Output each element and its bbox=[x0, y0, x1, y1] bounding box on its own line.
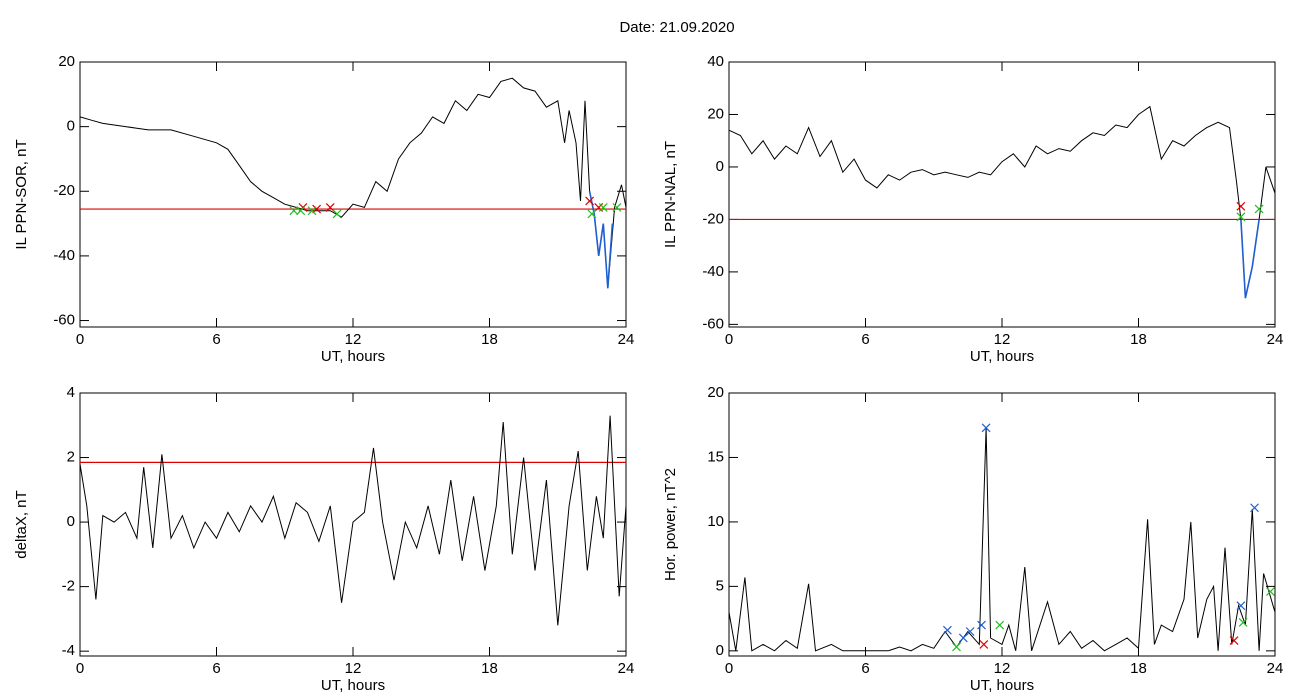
y-tick-label: 0 bbox=[716, 642, 724, 659]
y-tick-label: 2 bbox=[67, 449, 75, 466]
y-tick-label: 4 bbox=[67, 384, 75, 401]
cross-marker bbox=[981, 423, 991, 433]
data-line bbox=[728, 427, 1276, 652]
cross-marker bbox=[585, 196, 595, 206]
y-tick-label: 15 bbox=[707, 448, 724, 465]
cross-marker bbox=[307, 206, 317, 216]
y-tick-label: -60 bbox=[53, 312, 75, 329]
data-line bbox=[588, 191, 614, 289]
cross-marker bbox=[979, 639, 989, 649]
y-tick-label: 10 bbox=[707, 513, 724, 530]
cross-marker bbox=[1236, 201, 1246, 211]
x-axis-label: UT, hours bbox=[321, 348, 385, 365]
x-tick-label: 24 bbox=[618, 331, 635, 348]
x-tick-label: 0 bbox=[76, 660, 84, 677]
cross-marker bbox=[952, 642, 961, 652]
x-tick-label: 18 bbox=[1130, 660, 1147, 677]
y-tick-label: 20 bbox=[707, 105, 724, 122]
cross-marker bbox=[587, 209, 597, 219]
x-tick-label: 0 bbox=[76, 331, 84, 348]
cross-marker bbox=[289, 206, 299, 216]
y-tick-label: 40 bbox=[707, 53, 724, 70]
x-tick-label: 6 bbox=[861, 660, 869, 677]
y-axis-label: IL PPN-SOR, nT bbox=[13, 139, 30, 249]
x-tick-label: 12 bbox=[994, 660, 1011, 677]
cross-marker bbox=[977, 620, 986, 630]
y-tick-label: 5 bbox=[716, 577, 724, 594]
cross-marker bbox=[1250, 503, 1259, 513]
data-line bbox=[79, 77, 627, 289]
y-tick-label: -40 bbox=[53, 247, 75, 264]
data-line bbox=[79, 415, 627, 626]
cross-marker bbox=[332, 209, 342, 219]
x-tick-label: 24 bbox=[618, 660, 635, 677]
y-tick-label: 20 bbox=[707, 384, 724, 401]
y-axis-label: Hor. power, nT^2 bbox=[662, 468, 679, 581]
y-tick-label: 0 bbox=[67, 118, 75, 135]
y-tick-label: -20 bbox=[53, 182, 75, 199]
x-tick-label: 24 bbox=[1267, 660, 1284, 677]
figure-title: Date: 21.09.2020 bbox=[619, 19, 734, 36]
cross-marker bbox=[296, 206, 306, 216]
cross-marker bbox=[1229, 636, 1239, 645]
y-tick-label: -2 bbox=[62, 578, 75, 595]
cross-marker bbox=[1236, 601, 1246, 611]
y-tick-label: -4 bbox=[62, 642, 75, 659]
y-tick-label: -20 bbox=[702, 210, 724, 227]
x-tick-label: 6 bbox=[212, 331, 220, 348]
cross-marker bbox=[942, 625, 952, 635]
data-line bbox=[728, 105, 1276, 299]
x-axis-label: UT, hours bbox=[321, 677, 385, 694]
x-tick-label: 0 bbox=[725, 331, 733, 348]
y-tick-label: 0 bbox=[67, 513, 75, 530]
x-tick-label: 24 bbox=[1267, 331, 1284, 348]
x-tick-label: 12 bbox=[994, 331, 1011, 348]
cross-marker bbox=[965, 627, 975, 636]
data-line bbox=[1240, 219, 1260, 299]
x-tick-label: 12 bbox=[345, 660, 362, 677]
y-tick-label: 0 bbox=[716, 158, 724, 175]
x-tick-label: 6 bbox=[861, 331, 869, 348]
x-tick-label: 18 bbox=[481, 331, 498, 348]
cross-marker bbox=[612, 203, 622, 212]
y-tick-label: 20 bbox=[58, 53, 75, 70]
cross-marker bbox=[1238, 618, 1248, 627]
x-tick-label: 6 bbox=[212, 660, 220, 677]
cross-marker bbox=[1266, 587, 1275, 596]
y-tick-label: -40 bbox=[702, 263, 724, 280]
x-axis-label: UT, hours bbox=[970, 348, 1034, 365]
y-axis-label: IL PPN-NAL, nT bbox=[662, 141, 679, 248]
x-axis-label: UT, hours bbox=[970, 677, 1034, 694]
x-tick-label: 12 bbox=[345, 331, 362, 348]
cross-marker bbox=[598, 203, 608, 212]
cross-marker bbox=[1236, 212, 1246, 222]
cross-marker bbox=[995, 620, 1005, 630]
y-tick-label: -60 bbox=[702, 315, 724, 332]
y-axis-label: deltaX, nT bbox=[13, 490, 30, 558]
x-tick-label: 18 bbox=[481, 660, 498, 677]
x-tick-label: 18 bbox=[1130, 331, 1147, 348]
cross-marker bbox=[1254, 204, 1264, 214]
x-tick-label: 0 bbox=[725, 660, 733, 677]
